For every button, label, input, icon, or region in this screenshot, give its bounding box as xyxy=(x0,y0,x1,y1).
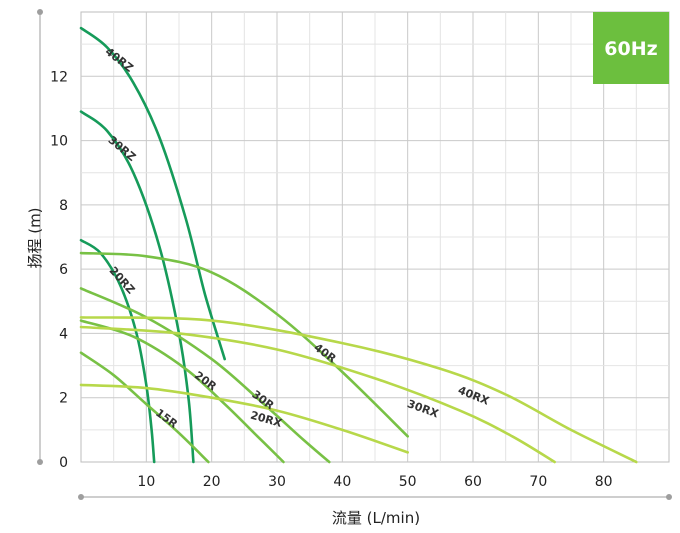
curve-40rz xyxy=(79,26,226,361)
x-tick-label: 10 xyxy=(137,474,155,490)
y-axis-title: 扬程 (m) xyxy=(26,207,44,268)
y-tick-label: 4 xyxy=(59,326,68,342)
curve-15r xyxy=(79,351,210,464)
y-tick-label: 10 xyxy=(50,134,68,150)
performance-curves xyxy=(79,26,638,464)
curve-30r xyxy=(79,287,331,464)
y-tick-label: 12 xyxy=(50,69,68,85)
curve-30rx xyxy=(79,325,556,464)
curve-30rz xyxy=(79,110,195,464)
y-tick-label: 0 xyxy=(59,455,68,471)
y-tick-label: 2 xyxy=(59,391,68,407)
curve-40r xyxy=(79,251,409,438)
x-axis-start-dot xyxy=(78,494,84,500)
frequency-badge-text: 60Hz xyxy=(604,38,657,60)
y-axis-start-dot xyxy=(37,459,43,465)
x-tick-label: 20 xyxy=(203,474,221,490)
x-tick-label: 40 xyxy=(333,474,351,490)
y-tick-label: 6 xyxy=(59,262,68,278)
curve-40rx xyxy=(79,316,638,464)
x-axis-title: 流量 (L/min) xyxy=(332,509,420,527)
x-tick-label: 30 xyxy=(268,474,286,490)
x-axis-end-dot xyxy=(666,494,672,500)
frequency-badge: 60Hz xyxy=(593,12,669,84)
x-tick-label: 80 xyxy=(595,474,613,490)
x-tick-label: 60 xyxy=(464,474,482,490)
curve-20rx xyxy=(79,383,409,454)
x-tick-label: 50 xyxy=(399,474,417,490)
grid-lines xyxy=(80,11,670,463)
axes: 10 20 30 40 50 60 70 80 0 2 4 6 8 10 12 xyxy=(37,9,672,500)
y-axis-end-dot xyxy=(37,9,43,15)
y-tick-label: 8 xyxy=(59,198,68,214)
frequency-badge-background xyxy=(593,12,669,84)
x-tick-label: 70 xyxy=(529,474,547,490)
curve-20r xyxy=(79,319,285,464)
